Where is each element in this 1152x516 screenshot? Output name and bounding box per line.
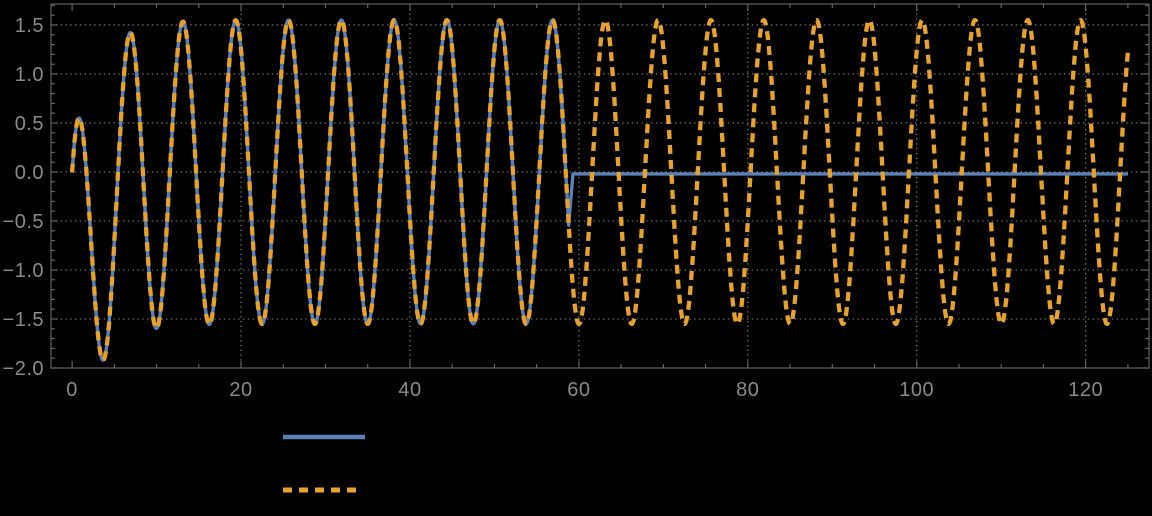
y-tick-label: −0.5 [3,211,44,233]
y-tick-label: 1.5 [15,15,44,37]
x-tick-label: 100 [899,379,934,401]
x-tick-label: 0 [66,379,78,401]
y-tick-labels: −2.0 −1.5 −1.0 −0.5 0.0 0.5 1.0 1.5 [3,15,44,380]
legend [283,434,365,493]
plot-frame [50,3,1150,369]
y-tick-label: −1.5 [3,309,44,331]
y-tick-label: 0.5 [15,113,44,135]
x-tick-label: 80 [736,379,759,401]
y-tick-label: 0.0 [15,162,44,184]
x-tick-label: 60 [567,379,590,401]
x-tick-label: 20 [229,379,252,401]
y-tick-label: −2.0 [3,358,44,380]
x-tick-labels: 0 20 40 60 80 100 120 [66,379,1103,401]
x-tick-label: 40 [398,379,421,401]
frame-ticks [51,4,1149,369]
y-tick-label: −1.0 [3,260,44,282]
series-path-exact-solution [69,17,1131,363]
y-tick-label: 1.0 [15,64,44,86]
x-tick-label: 120 [1068,379,1103,401]
